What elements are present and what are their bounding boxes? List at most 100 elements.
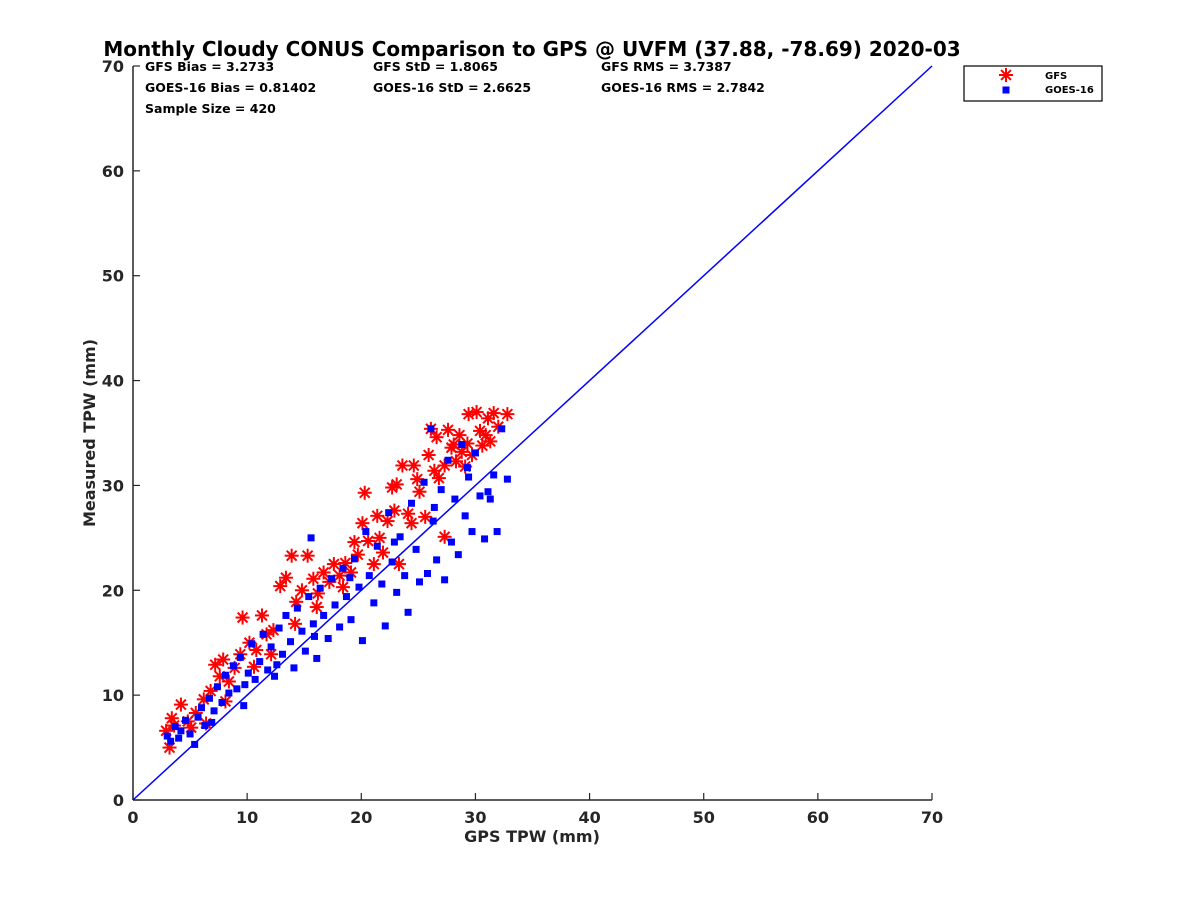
- goes16-point: [293, 604, 301, 612]
- gfs-point: [404, 516, 419, 531]
- goes16-point: [503, 475, 511, 483]
- gfs-point: [347, 535, 362, 550]
- gfs-point: [361, 534, 376, 549]
- goes16-point: [307, 534, 315, 542]
- gfs-point: [483, 434, 498, 449]
- goes16-point: [259, 630, 267, 638]
- goes16-point: [441, 576, 449, 584]
- x-tick-label: 60: [807, 808, 829, 827]
- x-tick-label: 0: [127, 808, 138, 827]
- gfs-point: [306, 571, 321, 586]
- legend-gfs-label: GFS: [1045, 71, 1067, 82]
- goes16-point: [429, 517, 437, 525]
- gfs-point: [284, 548, 299, 563]
- legend-gfs-asterisk: [999, 68, 1013, 82]
- goes16-point: [264, 666, 272, 674]
- chart-title: Monthly Cloudy CONUS Comparison to GPS @…: [103, 37, 960, 61]
- legend-gfs-marker: [999, 68, 1013, 82]
- goes16-point: [404, 608, 412, 616]
- goes16-point: [309, 620, 317, 628]
- goes-bias-text: GOES-16 Bias = 0.81402: [145, 80, 316, 95]
- gfs-point: [273, 579, 288, 594]
- goes16-point: [229, 662, 237, 670]
- gfs-point: [235, 610, 250, 625]
- gfs-rms-text: GFS RMS = 3.7387: [601, 59, 732, 74]
- x-axis-label: GPS TPW (mm): [464, 827, 600, 846]
- goes16-point: [282, 611, 290, 619]
- goes16-point: [437, 486, 445, 494]
- gfs-point: [309, 600, 324, 615]
- stats-annotations: GFS Bias = 3.2733 GFS StD = 1.8065 GFS R…: [145, 59, 765, 116]
- y-tick-label: 70: [102, 57, 124, 76]
- gfs-point: [469, 405, 484, 420]
- plot-area: 0 10 20 30 40 50 60 70 0 10 20 30 40 50 60 70: [102, 57, 943, 827]
- goes16-point: [458, 441, 466, 449]
- y-tick-label: 10: [102, 686, 124, 705]
- goes16-point: [218, 698, 226, 706]
- goes16-point: [328, 575, 336, 583]
- gfs-point: [421, 448, 436, 463]
- gfs-point: [478, 428, 493, 443]
- y-tick-label: 40: [102, 372, 124, 391]
- gfs-point: [380, 514, 395, 529]
- goes16-point: [423, 570, 431, 578]
- legend-goes-label: GOES-16: [1045, 85, 1094, 96]
- sample-size-text: Sample Size = 420: [145, 101, 276, 116]
- gfs-point: [370, 508, 385, 523]
- x-tick-label: 20: [350, 808, 372, 827]
- goes16-point: [221, 671, 229, 679]
- goes16-point: [163, 732, 171, 740]
- goes16-point: [186, 730, 194, 738]
- goes16-point: [290, 664, 298, 672]
- goes16-point: [408, 499, 416, 507]
- goes16-point: [244, 669, 252, 677]
- goes16-point: [350, 555, 358, 563]
- goes16-point: [493, 528, 501, 536]
- goes16-point: [182, 716, 190, 724]
- gfs-point: [355, 516, 370, 531]
- goes16-point: [267, 643, 275, 651]
- goes16-point: [358, 637, 366, 645]
- goes16-point: [347, 616, 355, 624]
- gfs-point: [357, 485, 372, 500]
- goes-rms-text: GOES-16 RMS = 2.7842: [601, 80, 765, 95]
- gfs-point: [441, 422, 456, 437]
- gfs-point: [254, 608, 269, 623]
- gfs-point: [437, 529, 452, 544]
- x-tick-label: 70: [921, 808, 943, 827]
- legend-goes-marker: [1002, 86, 1010, 94]
- goes16-point: [194, 713, 202, 721]
- goes16-point: [486, 495, 494, 503]
- y-axis-label: Measured TPW (mm): [80, 339, 99, 527]
- goes16-point: [339, 564, 347, 572]
- goes16-point: [225, 689, 233, 697]
- goes16-point: [205, 694, 213, 702]
- gfs-point: [208, 657, 223, 672]
- goes16-point: [210, 707, 218, 715]
- goes16-point: [167, 737, 175, 745]
- goes16-point: [342, 593, 350, 601]
- y-axis-ticks: 0 10 20 30 40 50 60 70: [102, 57, 140, 810]
- y-tick-label: 30: [102, 476, 124, 495]
- gfs-point: [418, 509, 433, 524]
- goes16-point: [197, 704, 205, 712]
- gfs-point: [375, 545, 390, 560]
- goes16-point: [271, 672, 279, 680]
- goes16-point: [287, 638, 295, 646]
- goes16-point: [298, 627, 306, 635]
- goes16-point: [463, 464, 471, 472]
- goes16-point: [241, 681, 249, 689]
- gfs-point: [288, 616, 303, 631]
- gfs-point: [372, 530, 387, 545]
- gfs-point: [427, 463, 442, 478]
- goes16-point: [390, 538, 398, 546]
- gfs-point: [389, 477, 404, 492]
- goes16-point: [336, 623, 344, 631]
- goes16-point: [393, 588, 401, 596]
- goes16-point: [346, 574, 354, 582]
- goes16-point: [447, 538, 455, 546]
- gfs-point: [412, 484, 427, 499]
- goes16-point: [465, 473, 473, 481]
- gfs-point: [486, 406, 501, 421]
